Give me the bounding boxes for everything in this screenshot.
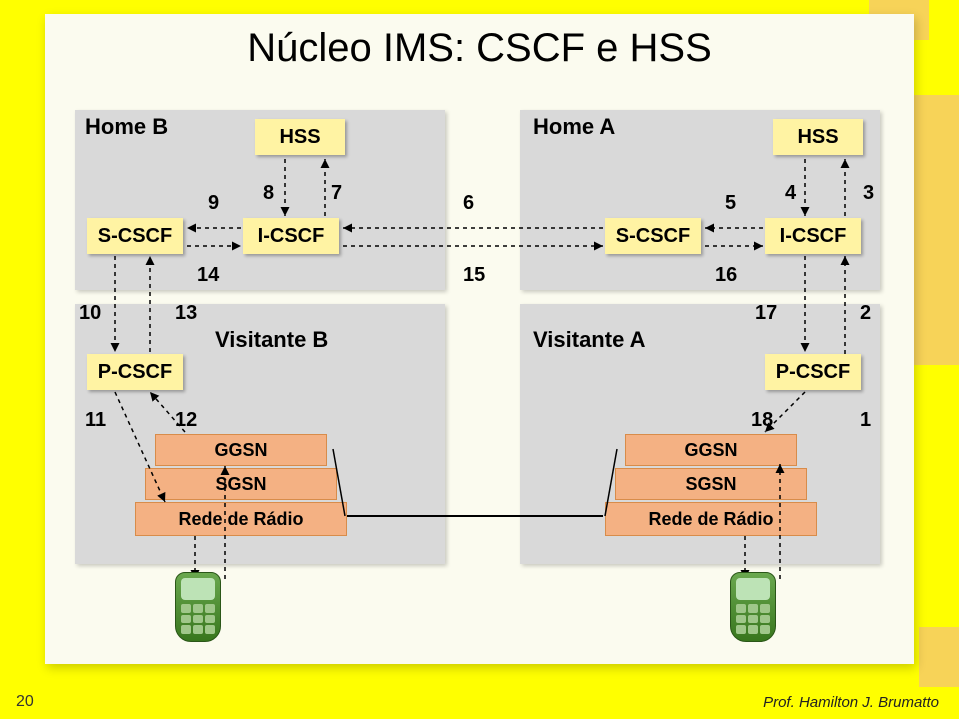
- home-a-label: Home A: [533, 114, 615, 140]
- ggsn-a-node: GGSN: [625, 434, 797, 466]
- step-11: 11: [85, 409, 106, 432]
- icscf-a-node: I-CSCF: [765, 218, 861, 254]
- step-7: 7: [331, 182, 342, 205]
- pcscf-a-node: P-CSCF: [765, 354, 861, 390]
- icscf-b-node: I-CSCF: [243, 218, 339, 254]
- author-credit: Prof. Hamilton J. Brumatto: [763, 694, 939, 711]
- pcscf-b-node: P-CSCF: [87, 354, 183, 390]
- step-12: 12: [175, 409, 197, 432]
- step-3: 3: [863, 182, 874, 205]
- step-8: 8: [263, 182, 274, 205]
- step-9: 9: [208, 192, 219, 215]
- visit-a-label: Visitante A: [533, 327, 645, 353]
- sgsn-a-node: SGSN: [615, 468, 807, 500]
- step-17: 17: [755, 302, 777, 325]
- radio-a-node: Rede de Rádio: [605, 502, 817, 536]
- home-b-label: Home B: [85, 114, 168, 140]
- step-15: 15: [463, 264, 485, 287]
- page-number: 20: [16, 693, 34, 711]
- step-6: 6: [463, 192, 474, 215]
- scscf-a-node: S-CSCF: [605, 218, 701, 254]
- accent-bottom: [919, 627, 959, 687]
- accent-right: [914, 95, 959, 365]
- step-14: 14: [197, 264, 219, 287]
- step-5: 5: [725, 192, 736, 215]
- scscf-b-node: S-CSCF: [87, 218, 183, 254]
- step-18: 18: [751, 409, 773, 432]
- visit-b-label: Visitante B: [215, 327, 328, 353]
- step-13: 13: [175, 302, 197, 325]
- phone-b-icon: [175, 572, 221, 642]
- phone-a-icon: [730, 572, 776, 642]
- step-4: 4: [785, 182, 796, 205]
- slide-title: Núcleo IMS: CSCF e HSS: [45, 14, 914, 71]
- slide-panel: Núcleo IMS: CSCF e HSS Home B Home A Vis…: [45, 14, 914, 664]
- ggsn-b-node: GGSN: [155, 434, 327, 466]
- hss-b-node: HSS: [255, 119, 345, 155]
- sgsn-b-node: SGSN: [145, 468, 337, 500]
- step-16: 16: [715, 264, 737, 287]
- step-10: 10: [79, 302, 101, 325]
- radio-b-node: Rede de Rádio: [135, 502, 347, 536]
- step-2: 2: [860, 302, 871, 325]
- hss-a-node: HSS: [773, 119, 863, 155]
- step-1: 1: [860, 409, 871, 432]
